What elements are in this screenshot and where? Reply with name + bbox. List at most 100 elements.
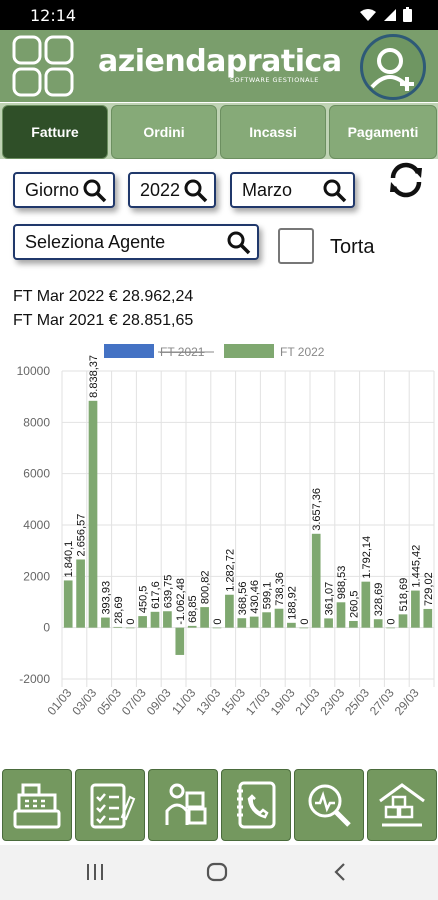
y-tick-label: 10000 [17, 364, 51, 378]
bar-value-label: 368,56 [237, 582, 249, 616]
bar-ft-2022 [411, 590, 420, 628]
cash-register-icon [13, 783, 61, 829]
x-tick-label: 13/03 [193, 686, 223, 718]
bar-value-label: 188,92 [286, 586, 298, 620]
app-grid-icon[interactable] [12, 35, 74, 97]
summary-previous: FT Mar 2021 € 28.851,65 [13, 312, 194, 329]
battery-icon [403, 7, 412, 22]
month-select[interactable]: Marzo [230, 172, 355, 208]
year-select[interactable]: 2022 [128, 172, 216, 208]
bar-ft-2022 [336, 602, 346, 628]
y-tick-label: 4000 [23, 518, 50, 532]
summary-current: FT Mar 2022 € 28.962,24 [13, 288, 194, 305]
app-header: aziendapratica SOFTWARE GESTIONALE [0, 30, 438, 102]
bar-ft-2022 [311, 533, 321, 628]
bar-ft-2022 [237, 618, 247, 628]
legend-swatch-ft-2021[interactable] [104, 344, 154, 358]
bar-value-label: 0 [386, 619, 398, 625]
bar-ft-2022 [287, 622, 296, 628]
tab-ordini[interactable]: Ordini [111, 105, 217, 159]
bar-value-label: 430,46 [249, 580, 261, 614]
home-icon[interactable] [206, 862, 228, 882]
x-tick-label: 21/03 [292, 686, 322, 718]
bar-ft-2022 [163, 611, 172, 628]
bar-ft-2022 [373, 619, 383, 628]
bar-value-label: 617,6 [150, 581, 162, 609]
bar-value-label: 2.656,57 [76, 514, 88, 557]
nav-phonebook-button[interactable] [221, 769, 291, 841]
bar-ft-2022 [125, 627, 135, 629]
x-tick-label: 17/03 [243, 686, 273, 718]
warehouse-icon [379, 783, 425, 827]
status-bar: 12:14 [0, 0, 438, 30]
bar-value-label: 361,07 [324, 582, 336, 616]
tab-fatture[interactable]: Fatture [2, 105, 108, 159]
x-tick-label: 09/03 [144, 686, 174, 718]
tab-incassi[interactable]: Incassi [220, 105, 326, 159]
bar-ft-2022 [212, 627, 222, 629]
bar-ft-2022 [262, 612, 271, 628]
granularity-select[interactable]: Giorno [13, 172, 115, 208]
x-tick-label: 15/03 [218, 686, 248, 718]
x-tick-label: 03/03 [69, 686, 99, 718]
back-icon[interactable] [333, 862, 347, 882]
x-tick-label: 25/03 [342, 686, 372, 718]
bar-ft-2022 [398, 614, 408, 628]
search-icon [83, 179, 107, 203]
bar-ft-2022 [76, 559, 85, 628]
search-icon [323, 179, 347, 203]
bar-ft-2022 [274, 608, 284, 628]
bar-ft-2022 [423, 608, 433, 628]
month-value: Marzo [242, 179, 293, 200]
bar-ft-2022 [101, 617, 110, 628]
nav-checklist-button[interactable] [75, 769, 145, 841]
bar-value-label: 1.840,1 [63, 541, 75, 578]
bar-value-label: 328,69 [373, 583, 385, 617]
torta-checkbox[interactable] [278, 228, 314, 264]
bar-value-label: 729,02 [423, 572, 435, 606]
bar-value-label: 3.657,36 [311, 488, 323, 531]
bar-value-label: 0 [212, 619, 224, 625]
nav-warehouse-button[interactable] [367, 769, 437, 841]
x-tick-label: 19/03 [268, 686, 298, 718]
bar-chart: FT 2021 FT 2022 1.840,12.656,578.838,3739… [17, 344, 435, 718]
analysis-icon [308, 784, 351, 827]
nav-cash-register-button[interactable] [2, 769, 72, 841]
add-user-icon [370, 48, 414, 91]
brand-logo-text: aziendapratica [98, 44, 342, 79]
wifi-icon [360, 8, 376, 21]
bar-ft-2022 [175, 627, 185, 655]
x-tick-label: 23/03 [317, 686, 347, 718]
x-tick-label: 11/03 [169, 686, 199, 718]
status-time: 12:14 [30, 6, 77, 25]
y-tick-label: 8000 [23, 415, 50, 429]
bar-ft-2022 [225, 594, 234, 628]
brand-subtitle: SOFTWARE GESTIONALE [230, 76, 319, 84]
bar-value-label: 1.282,72 [224, 549, 236, 592]
agent-select[interactable]: Seleziona Agente [13, 224, 259, 260]
bar-value-label: 0 [125, 619, 137, 625]
legend-label-ft-2022[interactable]: FT 2022 [280, 345, 325, 359]
tab-pagamenti[interactable]: Pagamenti [329, 105, 437, 159]
y-tick-label: -2000 [19, 672, 50, 686]
bar-value-label: 0 [299, 619, 311, 625]
signal-icon [384, 8, 396, 21]
bar-value-label: 1.445,42 [410, 545, 422, 588]
add-user-button[interactable] [360, 34, 426, 100]
bar-ft-2022 [361, 581, 371, 628]
bar-value-label: 518,69 [398, 578, 410, 612]
bar-ft-2022 [88, 400, 98, 628]
bar-value-label: 639,75 [162, 575, 174, 609]
legend-swatch-ft-2022[interactable] [224, 344, 274, 358]
x-tick-label: 27/03 [367, 686, 397, 718]
nav-analysis-button[interactable] [294, 769, 364, 841]
y-tick-label: 2000 [23, 569, 50, 583]
x-tick-label: 29/03 [392, 686, 422, 718]
nav-delivery-button[interactable] [148, 769, 218, 841]
bar-value-label: 599,1 [262, 582, 274, 610]
recent-apps-icon[interactable] [85, 863, 105, 881]
refresh-icon[interactable] [385, 160, 427, 200]
bar-value-label: -1.062,48 [175, 578, 187, 624]
bar-value-label: 450,5 [138, 586, 150, 614]
bar-ft-2022 [187, 625, 197, 628]
